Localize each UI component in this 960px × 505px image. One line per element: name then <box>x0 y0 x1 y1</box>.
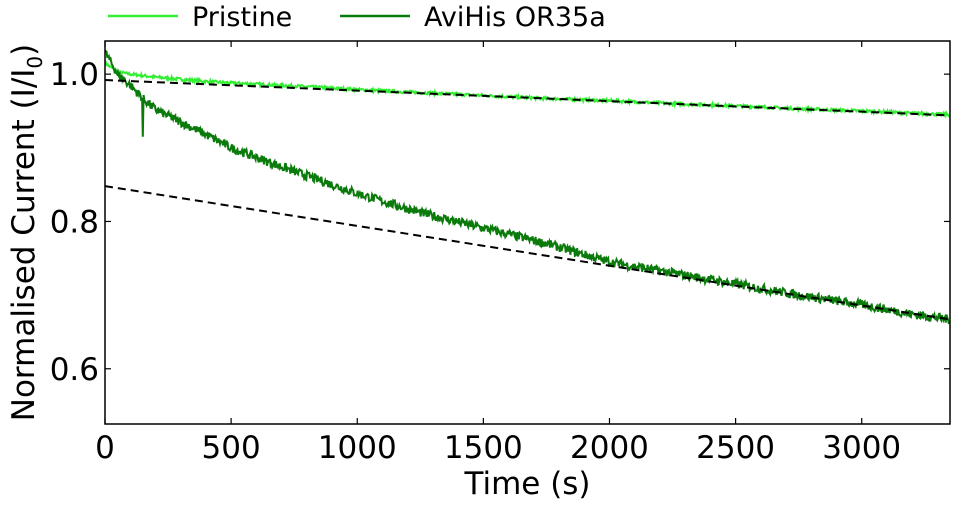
y-axis-label-end: ) <box>6 44 42 56</box>
fit-line-1 <box>105 79 950 117</box>
series-line-1 <box>105 59 950 119</box>
x-tick-label: 500 <box>202 430 261 466</box>
x-axis-label: Time (s) <box>463 466 590 502</box>
plot-frame <box>104 40 951 425</box>
x-tick-label: 3000 <box>822 430 901 466</box>
legend-label: Pristine <box>192 2 292 33</box>
y-axis-label: Normalised Current (I/I0) <box>6 44 47 421</box>
legend-label: AviHis OR35a <box>424 2 606 33</box>
y-axis-label-main: Normalised Current (I/I <box>6 69 42 422</box>
series-layer <box>105 50 950 325</box>
x-tick-label: 1000 <box>318 430 397 466</box>
x-tick-label: 1500 <box>444 430 523 466</box>
series-line-2 <box>105 50 950 325</box>
y-tick-label: 1.0 <box>50 57 99 93</box>
y-tick-label: 0.8 <box>50 204 99 240</box>
x-axis: 0 500 1000 1500 2000 2500 3000 <box>95 41 901 466</box>
y-axis-label-subscript: 0 <box>23 56 47 69</box>
x-tick-label: 2000 <box>570 430 649 466</box>
x-tick-label: 2500 <box>696 430 775 466</box>
y-axis: 0.6 0.8 1.0 <box>50 57 950 388</box>
legend: Pristine AviHis OR35a <box>108 2 606 33</box>
fit-lines <box>105 79 950 321</box>
y-tick-label: 0.6 <box>50 352 99 388</box>
x-tick-label: 0 <box>95 430 115 466</box>
